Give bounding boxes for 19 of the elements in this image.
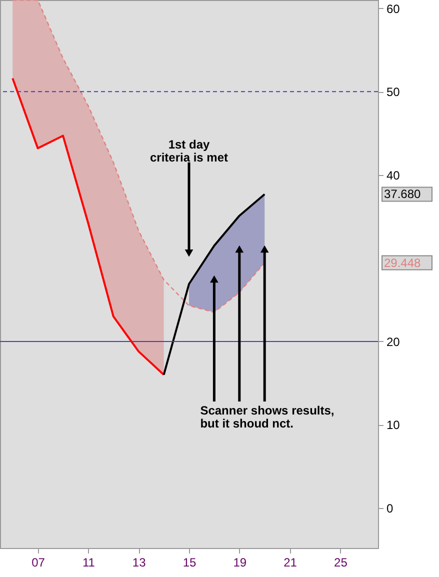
y-tick-label: 50: [386, 85, 400, 100]
line-series: [12, 0, 266, 313]
y-tick-label: 40: [386, 168, 400, 182]
x-tick-label: 07: [32, 556, 46, 570]
line-series: [162, 193, 266, 376]
x-tick-label: 15: [182, 556, 196, 570]
x-tick-label: 25: [334, 556, 348, 570]
text: 29.448: [384, 256, 422, 270]
y-tick-label: 60: [386, 2, 400, 16]
x-tick-label: 11: [82, 556, 96, 570]
x-tick-label: 19: [233, 556, 247, 570]
y-tick-label: 20: [386, 334, 400, 349]
x-tick-label: 13: [132, 556, 146, 570]
y-tick-label: 10: [386, 418, 400, 432]
text: 37.680: [384, 187, 422, 202]
annotation: Scanner shows results, but it shoud nct.: [200, 404, 334, 431]
x-tick-label: 21: [284, 556, 298, 570]
annotation: 1st day criteria is met: [150, 138, 228, 165]
y-tick-label: 0: [386, 502, 394, 516]
